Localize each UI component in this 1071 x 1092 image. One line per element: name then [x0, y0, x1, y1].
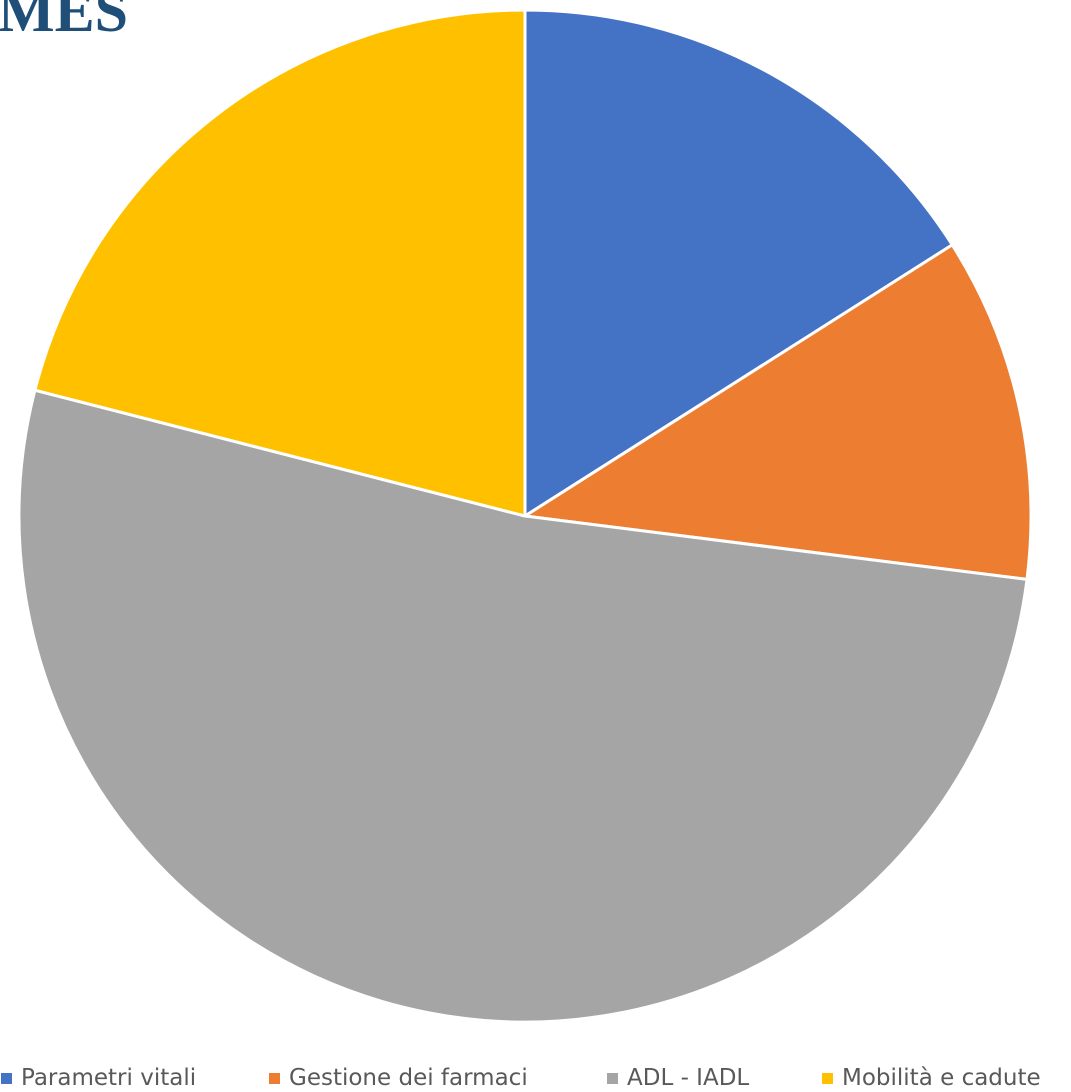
- pie-slice-parametri-vitali[interactable]: [523, 8, 954, 518]
- legend-swatch: [1, 1072, 12, 1084]
- pie-slice-gestione-dei-farmaci[interactable]: [523, 243, 1033, 581]
- legend-label: ADL - IADL: [627, 1065, 750, 1091]
- legend-label: Parametri vitali: [21, 1065, 197, 1091]
- legend-label: Gestione dei farmaci: [289, 1065, 528, 1091]
- legend-item-adl-iadl[interactable]: ADL - IADL: [607, 1064, 749, 1092]
- legend-item-parametri-vitali[interactable]: Parametri vitali: [1, 1064, 196, 1092]
- legend-swatch: [822, 1072, 833, 1084]
- legend-item-mobilita-e-cadute[interactable]: Mobilità e cadute: [822, 1064, 1041, 1092]
- legend-label: Mobilità e cadute: [842, 1065, 1041, 1091]
- legend-swatch: [269, 1072, 280, 1084]
- pie-slice-adl-iadl[interactable]: [17, 388, 1029, 1024]
- legend: Parametri vitali Gestione dei farmaci AD…: [0, 1064, 1071, 1092]
- chart-title: MES: [0, 0, 129, 44]
- legend-swatch: [607, 1072, 618, 1084]
- pie-chart: [17, 8, 1033, 1024]
- pie-slice-mobilita-e-cadute[interactable]: [33, 8, 527, 518]
- legend-item-gestione-dei-farmaci[interactable]: Gestione dei farmaci: [269, 1064, 528, 1092]
